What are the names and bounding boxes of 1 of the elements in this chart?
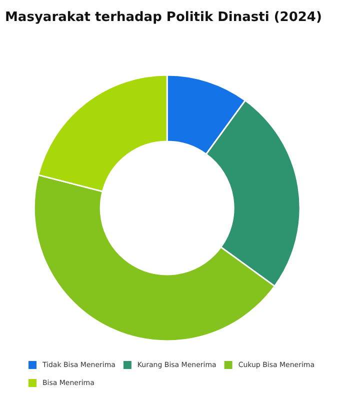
chart-title: Masyarakat terhadap Politik Dinasti (2024) [5,10,322,25]
